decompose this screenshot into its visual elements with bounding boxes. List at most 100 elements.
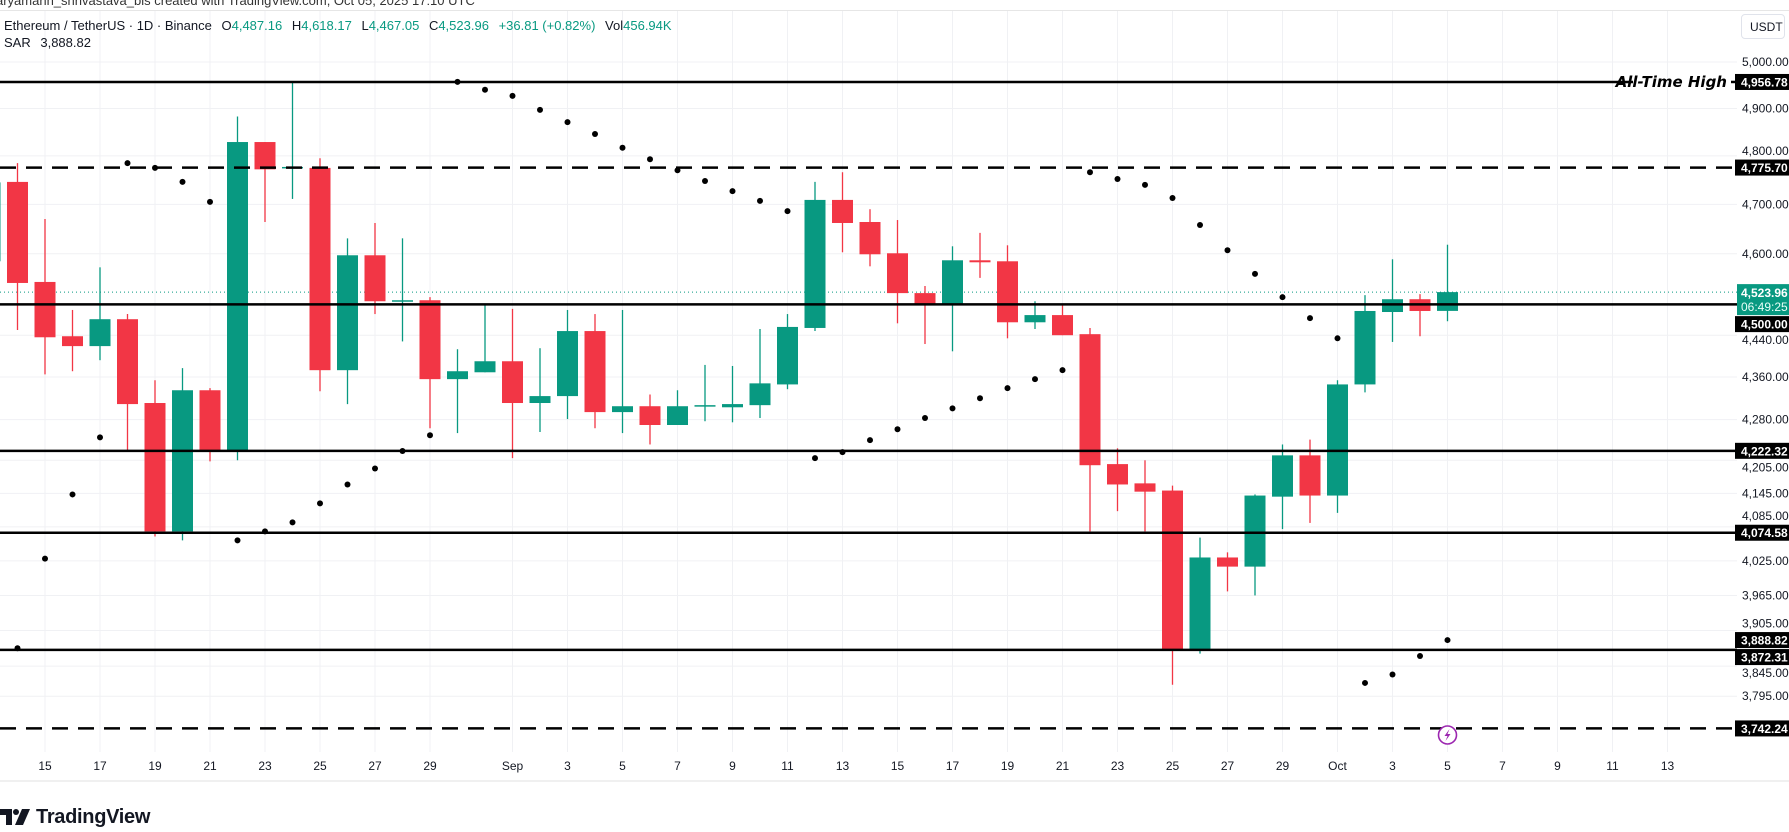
- time-tick-label: 27: [1221, 759, 1235, 773]
- time-tick-label: 21: [203, 759, 217, 773]
- candle-up[interactable]: [1244, 494, 1266, 596]
- candle-down[interactable]: [1409, 294, 1431, 337]
- time-tick-label: 23: [1111, 759, 1125, 773]
- candle-up[interactable]: [749, 328, 771, 419]
- last-price-label-bg: [1737, 284, 1789, 316]
- candle-down[interactable]: [117, 314, 138, 451]
- candle-down[interactable]: [1217, 552, 1238, 592]
- candle-up[interactable]: [1327, 380, 1348, 513]
- candle-up[interactable]: [1354, 295, 1376, 393]
- sar-dot: [1087, 169, 1093, 176]
- candle-body: [1354, 310, 1376, 385]
- candle-up[interactable]: [722, 365, 743, 423]
- price-label-bg: [1735, 524, 1789, 541]
- candle-down[interactable]: [969, 232, 991, 278]
- candle-up[interactable]: [1437, 244, 1458, 322]
- candle-down[interactable]: [832, 172, 853, 253]
- candle-up[interactable]: [172, 368, 193, 541]
- candle-up[interactable]: [0, 175, 1, 274]
- price-tick-label: 4,205.00: [1742, 460, 1789, 474]
- candle-down[interactable]: [887, 220, 908, 324]
- candle-down[interactable]: [997, 245, 1018, 339]
- candle-down[interactable]: [419, 297, 441, 429]
- time-axis[interactable]: 15 17 19 21 23 25 27 29 Sep 3 5 7 9 11 13 15 17 19 21 23 25 2…: [38, 759, 1674, 773]
- candle-down[interactable]: [254, 142, 276, 222]
- candle-down[interactable]: [914, 286, 936, 345]
- candle-up[interactable]: [447, 349, 468, 434]
- time-tick-label: Oct: [1328, 759, 1347, 773]
- candle-body: [1079, 334, 1101, 466]
- candle-down[interactable]: [639, 394, 661, 445]
- candle-down[interactable]: [1162, 485, 1183, 685]
- candle-up[interactable]: [1382, 259, 1403, 342]
- candle-body: [1272, 455, 1293, 497]
- candle-up[interactable]: [1189, 537, 1211, 654]
- candle-down[interactable]: [309, 158, 331, 392]
- sar-dot: [1279, 294, 1286, 301]
- symbol-title[interactable]: Ethereum / TetherUS · 1D · Binance: [4, 18, 212, 33]
- candle-up[interactable]: [89, 267, 111, 361]
- time-tick-label: Sep: [502, 759, 524, 773]
- time-tick-label: 25: [1166, 759, 1180, 773]
- candle-up[interactable]: [529, 348, 551, 433]
- price-tick-label: 4,145.00: [1742, 486, 1789, 500]
- level-price-label: 4,956.78: [1735, 73, 1789, 90]
- tradingview-logo[interactable]: TradingView: [0, 806, 150, 828]
- time-tick-label: 9: [1554, 759, 1561, 773]
- high-value: 4,618.17: [301, 18, 352, 33]
- sar-dot: [97, 434, 103, 441]
- candle-down[interactable]: [1107, 448, 1128, 512]
- candle-up[interactable]: [804, 181, 826, 332]
- indicator-row[interactable]: SAR 3,888.82: [4, 34, 672, 51]
- candle-up[interactable]: [777, 314, 798, 390]
- candle-down[interactable]: [7, 163, 28, 331]
- candle-body: [1162, 490, 1183, 650]
- sar-dot: [1444, 637, 1451, 644]
- sar-dot: [702, 177, 708, 184]
- candle-down[interactable]: [144, 380, 166, 537]
- horizontal-level[interactable]: All-Time High: [0, 73, 1737, 91]
- candle-body: [392, 300, 413, 302]
- candle-down[interactable]: [1079, 327, 1101, 532]
- candle-down[interactable]: [1134, 460, 1156, 532]
- sar-dot: [344, 481, 351, 488]
- candle-down[interactable]: [34, 219, 56, 375]
- time-tick-label: 7: [1499, 759, 1506, 773]
- close-value: 4,523.96: [438, 18, 489, 33]
- candle-body: [227, 142, 248, 451]
- sar-dot: [124, 160, 131, 167]
- candle-up[interactable]: [1272, 444, 1293, 530]
- sar-value: 3,888.82: [40, 35, 91, 50]
- candle-up[interactable]: [337, 238, 358, 405]
- candle-down[interactable]: [199, 388, 221, 462]
- sar-dot: [867, 437, 873, 444]
- candle-down[interactable]: [502, 308, 523, 459]
- candle-down[interactable]: [859, 209, 881, 267]
- price-tick-label: 4,360.00: [1742, 370, 1789, 384]
- candle-down[interactable]: [584, 314, 606, 429]
- time-tick-label: 3: [564, 759, 571, 773]
- candle-up[interactable]: [1024, 301, 1046, 329]
- sar-dot: [1197, 221, 1203, 228]
- candle-up[interactable]: [227, 116, 248, 461]
- candle-up[interactable]: [694, 364, 716, 422]
- candle-up[interactable]: [612, 309, 633, 434]
- candle-down[interactable]: [1299, 439, 1321, 523]
- currency-button[interactable]: USDT: [1741, 14, 1785, 39]
- price-axis[interactable]: 5,000.00 4,900.00 4,800.00 4,700.00 4,600.00…: [1742, 55, 1789, 703]
- candle-up[interactable]: [557, 309, 578, 420]
- candle-body: [419, 300, 441, 380]
- candle-up[interactable]: [392, 238, 413, 342]
- candle-up[interactable]: [474, 305, 496, 373]
- volume-label: Vol: [605, 18, 624, 33]
- candle-down[interactable]: [364, 222, 386, 315]
- candle-down[interactable]: [1052, 305, 1073, 336]
- grid: [0, 11, 1737, 752]
- candle-down[interactable]: [62, 309, 83, 372]
- candle-up[interactable]: [942, 246, 963, 352]
- candle-up[interactable]: [282, 81, 303, 199]
- lightning-icon[interactable]: [1437, 725, 1458, 745]
- candle-up[interactable]: [667, 390, 688, 425]
- level-price-label: 4,074.58: [1735, 524, 1789, 541]
